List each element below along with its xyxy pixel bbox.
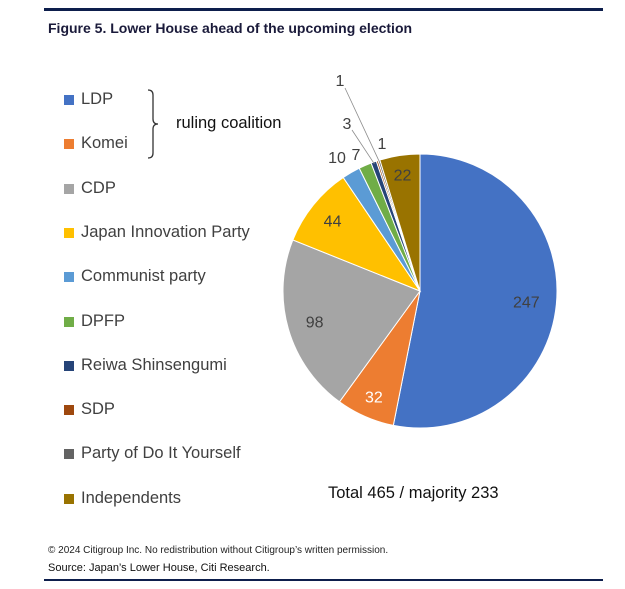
pie-slice-japan-innovation-party — [292, 176, 422, 293]
legend-label: Japan Innovation Party — [81, 222, 250, 241]
legend-swatch — [64, 272, 74, 283]
ruling-coalition-label: ruling coalition — [176, 114, 282, 132]
legend-swatch — [64, 449, 74, 460]
legend-swatch — [64, 405, 74, 416]
legend-label: DPFP — [81, 311, 126, 330]
legend-label: SDP — [81, 400, 115, 419]
legend-swatch — [64, 316, 74, 327]
data-label-japan-innovation-party: 44 — [324, 213, 342, 230]
total-majority-text: Total 465 / majority 233 — [328, 484, 499, 502]
legend-label: CDP — [81, 178, 116, 197]
source-note: Source: Japan’s Lower House, Citi Resear… — [48, 562, 270, 574]
data-label-communist-party: 10 — [328, 150, 346, 167]
data-label-party-of-do-it-yourself: 1 — [336, 73, 345, 90]
legend-label: Communist party — [81, 267, 206, 286]
leader-line — [351, 129, 375, 165]
pie-slice-cdp — [282, 239, 421, 403]
top-rule — [44, 8, 603, 11]
legend-swatch — [64, 95, 74, 105]
legend-swatch — [64, 493, 74, 504]
legend-label: Komei — [81, 134, 128, 153]
data-label-cdp: 98 — [306, 314, 324, 331]
legend-swatch — [64, 360, 74, 371]
legend-swatch — [64, 139, 74, 150]
data-label-reiwa-shinsengumi: 3 — [343, 116, 352, 133]
data-label-sdp: 1 — [378, 136, 387, 153]
data-label-dpfp: 7 — [352, 147, 361, 164]
coalition-bracket — [147, 89, 159, 159]
legend-label: LDP — [81, 90, 114, 108]
data-label-ldp: 247 — [513, 294, 540, 311]
pie-slice-independents — [379, 153, 421, 292]
legend-label: Reiwa Shinsengumi — [81, 355, 227, 374]
bottom-rule — [44, 579, 603, 581]
pie-slice-ldp — [392, 153, 558, 429]
data-label-komei: 32 — [365, 389, 383, 406]
legend-label: Independents — [81, 488, 182, 507]
legend-swatch — [64, 183, 74, 194]
data-label-independents: 22 — [394, 167, 412, 184]
legend-swatch — [64, 227, 74, 238]
legend-label: Party of Do It Yourself — [81, 444, 241, 463]
figure-title: Figure 5. Lower House ahead of the upcom… — [48, 20, 413, 36]
leader-line — [344, 87, 380, 163]
copyright-note: © 2024 Citigroup Inc. No redistribution … — [48, 545, 389, 556]
